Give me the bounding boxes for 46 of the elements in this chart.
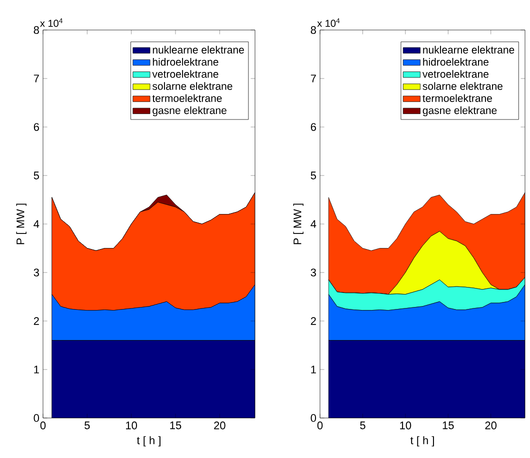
legend-label: vetroelektrane <box>422 70 488 78</box>
text: x 10$^{4}$ <box>40 18 63 27</box>
y-tick-label: 4 <box>34 220 40 228</box>
legend-label: hidroelektrane <box>423 58 488 66</box>
x-tick-label: 5 <box>84 422 90 430</box>
x-tick-label: 5 <box>360 422 366 430</box>
legend-label: nuklearne elektrane <box>423 46 514 54</box>
y-tick-label: 8 <box>310 26 316 34</box>
y-tick-label: 6 <box>34 123 39 131</box>
y-tick-label: 5 <box>310 172 316 180</box>
legend-label: vetroelektrane <box>152 70 218 78</box>
x-tick-label: 15 <box>442 422 454 430</box>
legend-label: nuklearne elektrane <box>152 46 244 54</box>
legend-label: termoelektrane <box>422 94 492 102</box>
x-tick-label: 20 <box>485 422 497 430</box>
legend-label: solarne elektrane <box>422 82 502 90</box>
legend-label: gasne elektrane <box>422 106 497 116</box>
y-tick-label: 0 <box>310 414 316 422</box>
x-tick-label: 15 <box>170 422 182 430</box>
y-axis-title: P [ MW ] <box>293 204 304 244</box>
legend-label: hidroelektrane <box>152 58 218 66</box>
y-tick-label: 1 <box>311 366 316 374</box>
y-tick-label: 2 <box>34 317 39 325</box>
x-axis-title: t [ h ] <box>410 436 434 446</box>
y-axis-title: P [ MW ] <box>16 204 26 244</box>
legend-label: termoelektrane <box>152 94 222 102</box>
text: x 10$^{4}$ <box>317 18 340 27</box>
y-tick-label: 4 <box>310 220 316 228</box>
y-tick-label: 7 <box>310 74 316 82</box>
legend-label: gasne elektrane <box>152 106 226 116</box>
y-tick-label: 1 <box>34 366 39 374</box>
legend-label: solarne elektrane <box>152 82 232 90</box>
x-axis-title: t [ h ] <box>136 436 160 446</box>
y-tick-label: 2 <box>310 317 316 325</box>
x-tick-label: 10 <box>400 422 412 430</box>
y-tick-label: 3 <box>310 268 316 276</box>
x-tick-label: 0 <box>40 422 46 430</box>
x-tick-label: 0 <box>317 422 323 430</box>
y-tick-label: 7 <box>34 74 39 82</box>
y-tick-label: 8 <box>34 26 39 34</box>
x-tick-label: 10 <box>126 422 138 430</box>
y-tick-label: 3 <box>34 268 39 276</box>
x-tick-label: 20 <box>214 422 226 430</box>
y-tick-label: 6 <box>310 123 316 131</box>
y-tick-label: 5 <box>34 172 39 180</box>
y-tick-label: 0 <box>34 414 40 422</box>
